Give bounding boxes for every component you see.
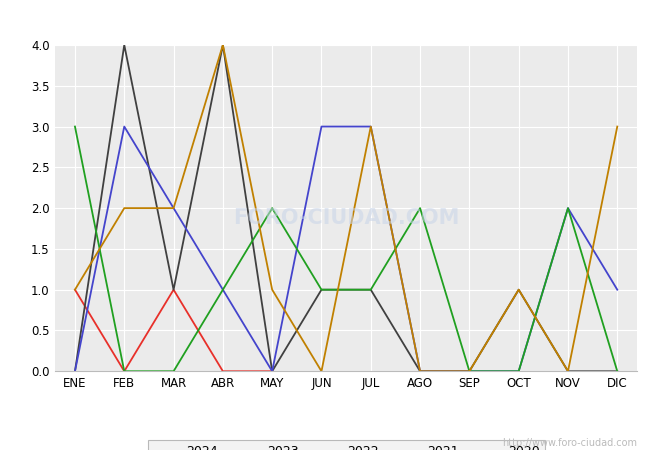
Legend: 2024, 2023, 2022, 2021, 2020: 2024, 2023, 2022, 2021, 2020 (148, 440, 545, 450)
Text: http://www.foro-ciudad.com: http://www.foro-ciudad.com (502, 438, 637, 448)
Text: Matriculaciones de Vehiculos en la Llosa: Matriculaciones de Vehiculos en la Llosa (143, 11, 507, 29)
Text: FORO-CIUDAD.COM: FORO-CIUDAD.COM (233, 208, 460, 228)
